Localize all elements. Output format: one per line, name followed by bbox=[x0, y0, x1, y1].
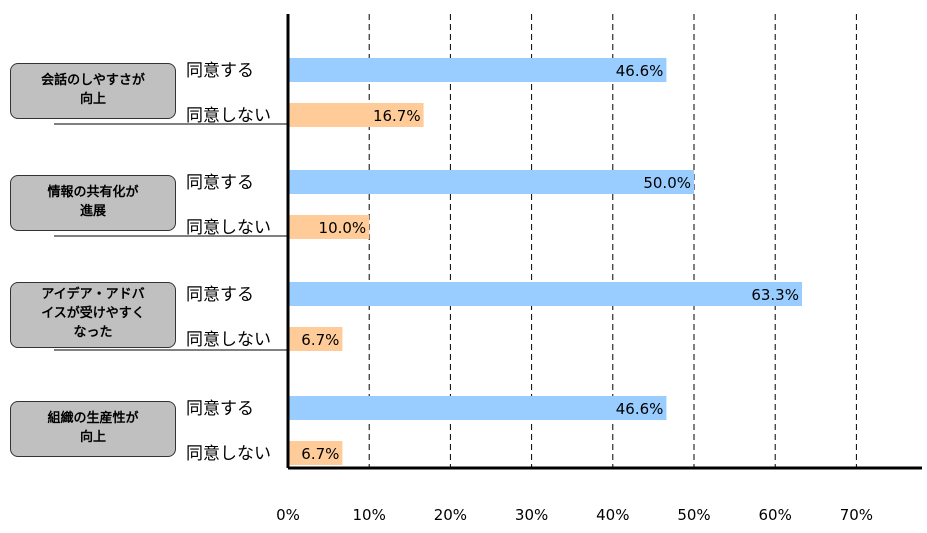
bar-value-label: 16.7% bbox=[373, 107, 421, 125]
bar-value-label: 6.7% bbox=[301, 331, 339, 349]
bar-category-label: 同意しない bbox=[186, 106, 271, 126]
bar bbox=[288, 215, 370, 239]
bar-category-label: 同意しない bbox=[186, 330, 271, 350]
bar-value-label: 10.0% bbox=[319, 219, 367, 237]
x-tick-label: 50% bbox=[677, 506, 710, 524]
bar-category-label: 同意する bbox=[186, 399, 254, 419]
category-label-box: アイデア・アドバ イスが受けやすく なった bbox=[10, 281, 176, 348]
bar-value-label: 50.0% bbox=[643, 174, 691, 192]
x-tick-label: 40% bbox=[596, 506, 629, 524]
bar bbox=[288, 58, 667, 82]
category-label-box: 会話のしやすさが 向上 bbox=[10, 62, 176, 119]
x-tick-label: 70% bbox=[840, 506, 873, 524]
x-tick-label: 10% bbox=[353, 506, 386, 524]
bar-category-label: 同意しない bbox=[186, 444, 271, 464]
bar bbox=[288, 282, 802, 306]
bar bbox=[288, 441, 343, 465]
category-label-box: 組織の生産性が 向上 bbox=[10, 400, 176, 457]
bar bbox=[288, 396, 667, 420]
bar-value-label: 6.7% bbox=[301, 445, 339, 463]
x-tick-label: 0% bbox=[276, 506, 300, 524]
bar-value-label: 46.6% bbox=[616, 62, 664, 80]
x-tick-label: 30% bbox=[515, 506, 548, 524]
x-tick-label: 60% bbox=[759, 506, 792, 524]
bar bbox=[288, 170, 694, 194]
x-tick-label: 20% bbox=[434, 506, 467, 524]
bar-category-label: 同意しない bbox=[186, 218, 271, 238]
bar-category-label: 同意する bbox=[186, 61, 254, 81]
bar bbox=[288, 327, 343, 351]
bar bbox=[288, 103, 424, 127]
bar-value-label: 46.6% bbox=[616, 400, 664, 418]
bar-category-label: 同意する bbox=[186, 285, 254, 305]
category-label-box: 情報の共有化が 進展 bbox=[10, 174, 176, 231]
bar-category-label: 同意する bbox=[186, 173, 254, 193]
bar-value-label: 63.3% bbox=[751, 286, 799, 304]
